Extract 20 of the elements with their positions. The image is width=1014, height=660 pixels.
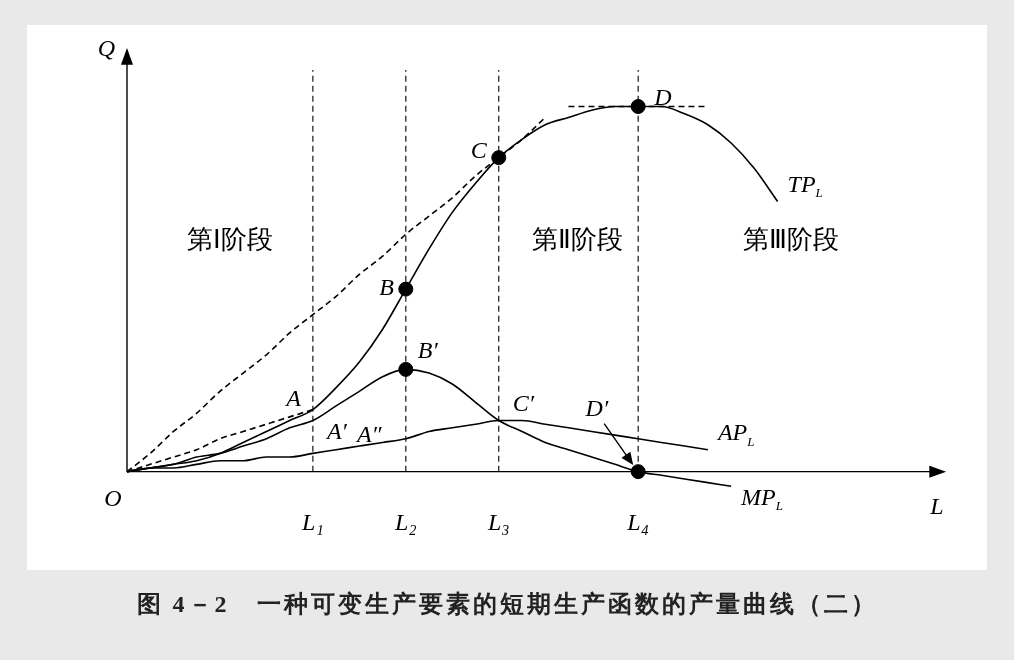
annotation: B: [379, 274, 395, 301]
annotation: D: [653, 83, 672, 110]
annotation: A: [284, 384, 302, 411]
annotation: A″: [354, 420, 383, 447]
annotation: D′: [584, 394, 609, 421]
annotation: 第Ⅲ阶段: [742, 224, 839, 254]
annotation: C′: [512, 389, 535, 416]
text: 图 4－2 一种可变生产要素的短期生产函数的产量曲线（二）: [135, 590, 879, 619]
x-tick-label: L₃: [486, 508, 510, 535]
x-tick-label: L₂: [393, 508, 417, 535]
x-tick-label: L₁: [301, 508, 324, 535]
annotation: 第Ⅰ阶段: [186, 224, 273, 254]
text: O: [104, 484, 122, 511]
annotation: C: [470, 136, 488, 163]
annotation: 第Ⅱ阶段: [531, 224, 623, 254]
annotation: A′: [324, 417, 348, 444]
annotation: B′: [417, 336, 439, 363]
y-axis-title: Q: [97, 35, 116, 62]
x-axis-title: L: [929, 492, 944, 519]
x-tick-label: L₄: [626, 508, 650, 535]
